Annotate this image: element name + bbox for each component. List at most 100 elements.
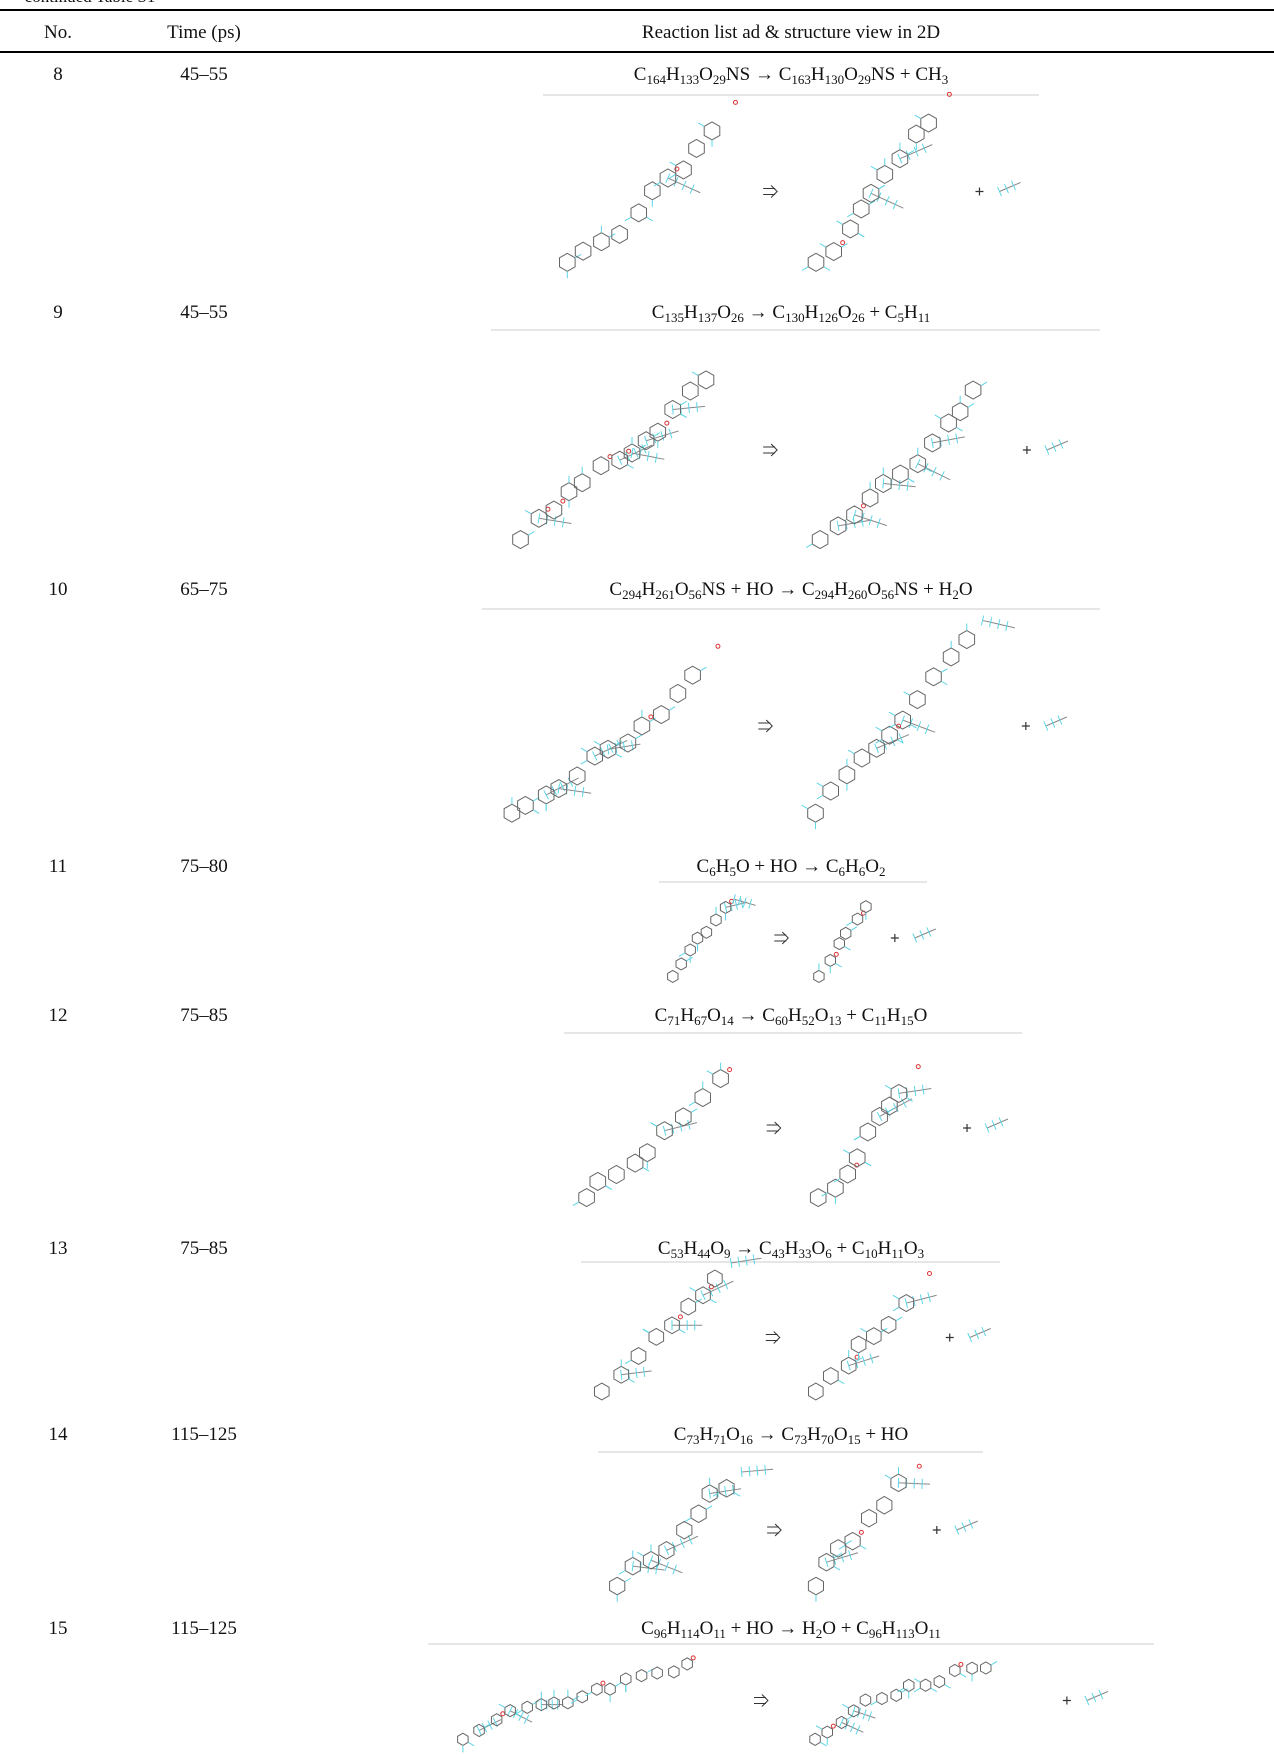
- bond: [750, 904, 755, 906]
- bond: [539, 518, 547, 519]
- bond: [656, 458, 664, 460]
- reaction-equation: C71H67O14 → C60H52O13 + C11H15O: [655, 1005, 928, 1027]
- bond: [555, 521, 563, 522]
- ring: [920, 1679, 931, 1691]
- bond: [903, 720, 911, 723]
- bond: [629, 1373, 637, 1374]
- atom: [561, 499, 565, 503]
- bond: [983, 620, 991, 622]
- bond: [1046, 723, 1053, 726]
- bond: [960, 1674, 966, 1678]
- bond: [817, 783, 823, 787]
- structure-image: [543, 92, 1039, 278]
- bond: [879, 185, 885, 189]
- atom: [841, 241, 845, 245]
- bond: [837, 221, 843, 225]
- bond: [994, 1122, 1001, 1125]
- bond: [865, 1162, 871, 1166]
- ring: [967, 1662, 978, 1674]
- bond: [742, 1471, 750, 1472]
- bond: [615, 1683, 621, 1687]
- bond: [681, 408, 689, 409]
- bond: [859, 1713, 864, 1715]
- bond: [929, 929, 936, 932]
- bond: [573, 1696, 579, 1700]
- ring: [812, 531, 828, 549]
- bond: [896, 1317, 902, 1321]
- bond: [918, 464, 926, 468]
- bond: [1001, 1119, 1008, 1122]
- ring: [845, 1532, 860, 1550]
- bond: [594, 741, 600, 745]
- atom: [861, 504, 865, 508]
- bond: [820, 244, 826, 248]
- time-range: 45–55: [180, 64, 228, 86]
- ring: [676, 161, 692, 179]
- bond: [679, 953, 685, 957]
- bond: [883, 479, 884, 489]
- ring: [683, 382, 699, 400]
- atom: [947, 92, 951, 96]
- bond: [860, 1328, 866, 1332]
- bond: [880, 1112, 888, 1116]
- bond: [765, 1469, 773, 1470]
- ring: [631, 1348, 646, 1365]
- bond: [834, 1567, 840, 1571]
- bond: [528, 532, 534, 536]
- bond: [871, 166, 877, 170]
- bond: [891, 484, 899, 485]
- bond: [690, 1536, 698, 1540]
- bond: [634, 448, 638, 457]
- bond: [734, 1493, 740, 1497]
- bond: [647, 217, 653, 221]
- ring: [546, 501, 562, 519]
- bond: [871, 1702, 877, 1706]
- ring: [828, 1179, 844, 1197]
- bond: [913, 933, 917, 942]
- bond: [726, 1281, 734, 1285]
- bond: [1059, 439, 1063, 448]
- ring: [640, 1144, 656, 1162]
- bond: [1053, 720, 1060, 723]
- bond: [942, 476, 950, 480]
- bond: [651, 1560, 659, 1563]
- ring: [575, 242, 591, 260]
- bond: [654, 433, 660, 437]
- atom: [601, 1681, 605, 1685]
- bond: [854, 1711, 859, 1713]
- ring: [834, 938, 844, 950]
- reaction-equation: C135H137O26 → C130H126O26 + C5H11: [652, 302, 930, 324]
- bond: [673, 409, 681, 410]
- bond: [898, 154, 902, 163]
- bond: [864, 1358, 872, 1360]
- bond: [847, 1725, 852, 1727]
- atom: [927, 1271, 931, 1275]
- ring: [593, 457, 609, 475]
- bond: [835, 963, 841, 967]
- time-range: 75–85: [180, 1005, 228, 1027]
- bond: [879, 523, 887, 526]
- bond: [672, 405, 673, 415]
- ring: [877, 1497, 892, 1515]
- ring: [853, 200, 869, 218]
- bond: [869, 189, 873, 198]
- bond: [838, 524, 846, 525]
- atom: [665, 421, 669, 425]
- ring: [959, 631, 975, 649]
- ring: [654, 706, 670, 724]
- bond: [495, 1720, 500, 1723]
- bond: [991, 622, 999, 624]
- bond: [575, 791, 583, 792]
- time-range: 115–125: [171, 1618, 237, 1640]
- ring: [808, 1577, 823, 1595]
- plus-glyph: [963, 1124, 971, 1132]
- ring: [808, 804, 824, 822]
- ring: [669, 1666, 680, 1678]
- bond: [692, 189, 700, 193]
- bond: [885, 1475, 891, 1479]
- bond: [915, 115, 921, 119]
- ring: [841, 927, 851, 939]
- bond: [563, 522, 571, 523]
- ring: [711, 914, 721, 926]
- bond: [904, 1099, 912, 1103]
